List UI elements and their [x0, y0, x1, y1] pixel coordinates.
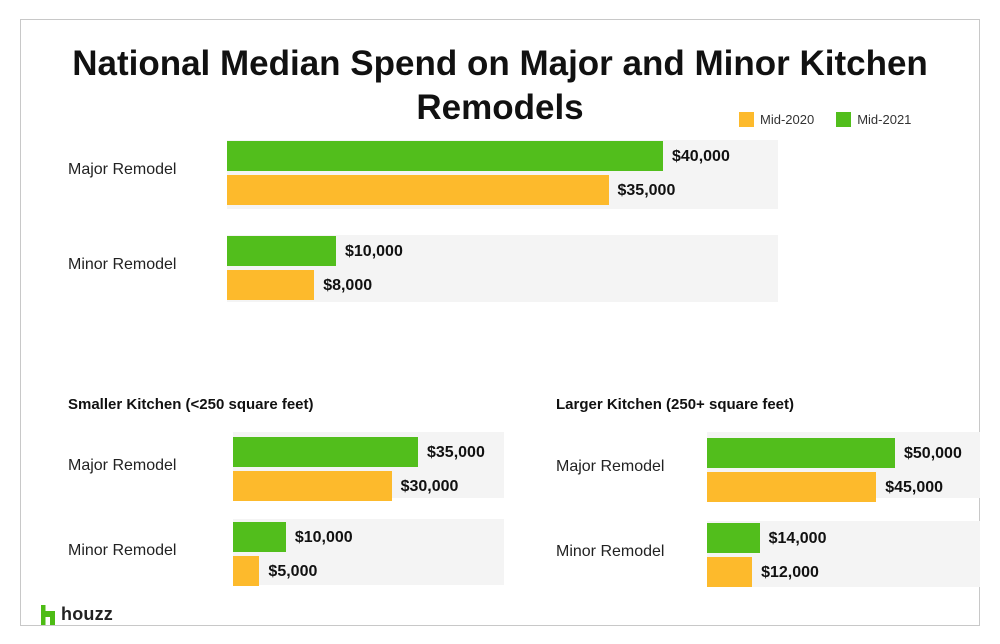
chart-title-line-1: National Median Spend on Major and Minor… [72, 44, 928, 83]
smaller-kitchen-category-label-major-remodel: Major Remodel [68, 457, 177, 474]
legend-swatch-mid-2021 [836, 112, 852, 127]
chart-title-line-2: Remodels [416, 88, 584, 127]
larger-kitchen-bar-major-remodel-mid-2021 [707, 438, 895, 468]
smaller-kitchen-bar-major-remodel-mid-2020 [233, 471, 392, 501]
smaller-kitchen-bar-minor-remodel-mid-2020 [233, 556, 260, 586]
national-bar-major-remodel-mid-2021 [227, 141, 663, 171]
national-bar-minor-remodel-mid-2020 [227, 270, 315, 300]
larger-kitchen-bar-major-remodel-mid-2020 [707, 472, 877, 502]
smaller-kitchen-value-label-major-remodel-mid-2021: $35,000 [427, 444, 485, 461]
larger-kitchen-value-label-major-remodel-mid-2021: $50,000 [904, 445, 962, 462]
smaller-kitchen-bar-major-remodel-mid-2021 [233, 437, 418, 467]
legend-item-mid-2020: Mid-2020 [739, 112, 814, 127]
legend-item-mid-2021: Mid-2021 [836, 112, 911, 127]
legend-swatch-mid-2020 [739, 112, 754, 127]
larger-kitchen-value-label-minor-remodel-mid-2020: $12,000 [761, 564, 819, 581]
legend-label-mid-2020: Mid-2020 [760, 112, 815, 127]
legend-label-mid-2021: Mid-2021 [857, 112, 912, 127]
legend: Mid-2020 Mid-2021 [739, 112, 933, 127]
national-value-label-major-remodel-mid-2021: $40,000 [672, 148, 730, 165]
chart-title: National Median Spend on Major and Minor… [0, 46, 1000, 125]
houzz-h-icon [41, 604, 55, 625]
larger-kitchen-category-label-minor-remodel: Minor Remodel [556, 543, 665, 560]
national-value-label-minor-remodel-mid-2020: $8,000 [323, 277, 373, 294]
national-value-label-major-remodel-mid-2020: $35,000 [617, 182, 676, 199]
smaller-kitchen-value-label-minor-remodel-mid-2020: $5,000 [268, 563, 318, 580]
national-value-label-minor-remodel-mid-2021: $10,000 [345, 243, 403, 260]
national-category-label-minor-remodel: Minor Remodel [68, 256, 177, 273]
larger-kitchen-bar-minor-remodel-mid-2021 [707, 523, 760, 553]
smaller-kitchen-value-label-minor-remodel-mid-2021: $10,000 [294, 529, 353, 546]
national-category-label-major-remodel: Major Remodel [68, 161, 177, 178]
smaller-kitchen-category-label-minor-remodel: Minor Remodel [68, 542, 177, 559]
national-bar-minor-remodel-mid-2021 [227, 236, 336, 266]
subtitle-smaller-kitchen: Smaller Kitchen (<250 square feet) [68, 396, 314, 413]
subtitle-larger-kitchen: Larger Kitchen (250+ square feet) [556, 396, 795, 413]
national-bar-major-remodel-mid-2020 [227, 175, 609, 205]
smaller-kitchen-value-label-major-remodel-mid-2020: $30,000 [400, 478, 459, 495]
houzz-logo-text: houzz [61, 604, 113, 624]
houzz-logo: houzz [40, 604, 113, 625]
larger-kitchen-category-label-major-remodel: Major Remodel [556, 458, 665, 475]
larger-kitchen-value-label-major-remodel-mid-2020: $45,000 [885, 479, 944, 496]
larger-kitchen-value-label-minor-remodel-mid-2021: $14,000 [768, 530, 827, 547]
larger-kitchen-bar-minor-remodel-mid-2020 [707, 557, 753, 587]
smaller-kitchen-bar-minor-remodel-mid-2021 [233, 522, 286, 552]
